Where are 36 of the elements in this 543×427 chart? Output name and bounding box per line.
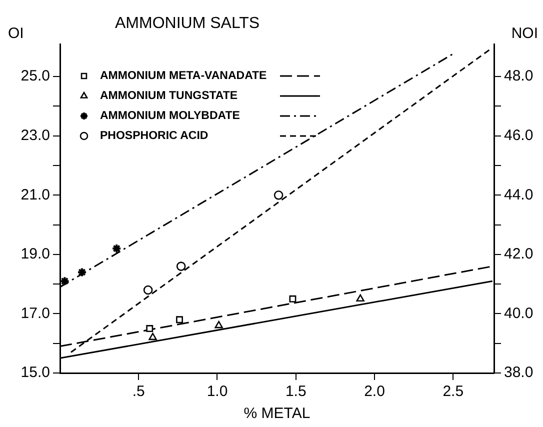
x-tick-label: 1.0 <box>206 383 228 400</box>
y2-tick-label: 42.0 <box>504 246 534 263</box>
x-axis-title: % METAL <box>244 405 310 422</box>
y2-tick-label: 44.0 <box>504 186 534 204</box>
y2-axis-title: NOI <box>511 25 538 42</box>
y2-tick-label: 48.0 <box>504 68 534 85</box>
point <box>176 316 183 324</box>
y-tick-label: 15.0 <box>20 364 50 382</box>
legend-label: AMMONIUM META-VANADATE <box>100 70 268 82</box>
y2-tick-label: 38.0 <box>504 364 534 382</box>
point <box>214 320 223 328</box>
x-tick-label: 1.5 <box>285 383 306 400</box>
point <box>356 294 364 302</box>
point <box>289 295 296 302</box>
y-tick-label: 23.0 <box>20 127 50 144</box>
y-tick-label: 25.0 <box>20 68 50 85</box>
y-axis-title: OI <box>8 25 24 42</box>
chart-title: AMMONIUM SALTS <box>115 15 260 32</box>
legend-label: PHOSPHORIC ACID <box>100 130 208 142</box>
y-tick-label: 19.0 <box>20 246 50 263</box>
legend-label: AMMONIUM MOLYBDATE <box>100 110 240 122</box>
point <box>112 244 122 254</box>
y2-tick-label: 46.0 <box>504 127 534 144</box>
point <box>176 262 186 271</box>
x-tick-label: 2.5 <box>442 383 464 400</box>
point <box>77 267 88 278</box>
x-tick-label: 2.0 <box>364 383 385 400</box>
x-tick-label: .5 <box>132 383 145 400</box>
point <box>274 190 284 200</box>
point <box>148 332 157 340</box>
y-tick-label: 17.0 <box>20 304 50 322</box>
y-tick-label: 21.0 <box>20 186 50 204</box>
point <box>146 325 154 332</box>
point <box>143 285 153 295</box>
legend-label: AMMONIUM TUNGSTATE <box>100 90 238 102</box>
y2-tick-label: 40.0 <box>504 304 534 322</box>
